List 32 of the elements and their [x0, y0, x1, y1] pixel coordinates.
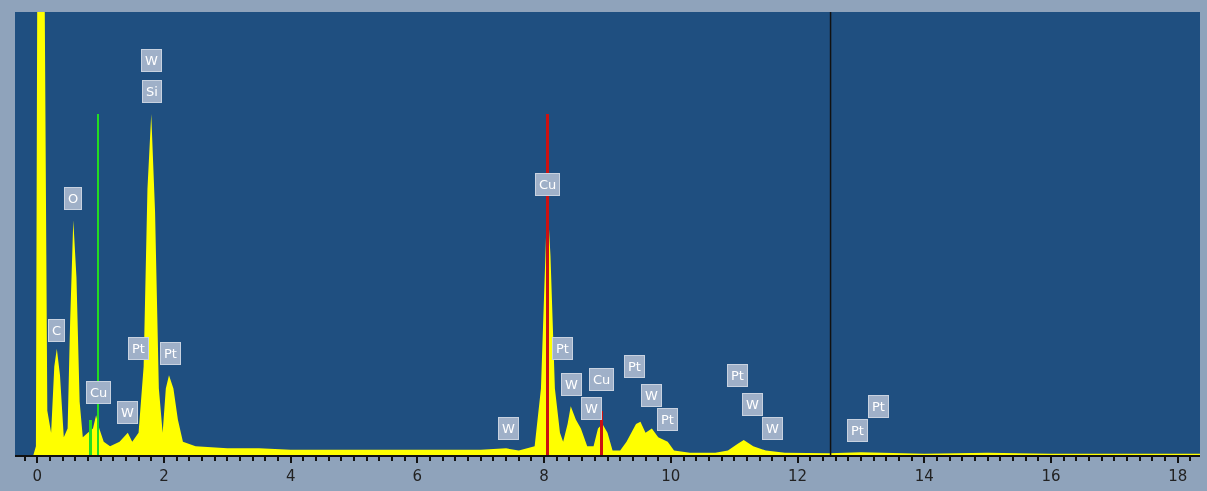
x-tick-label: 16 [1041, 467, 1061, 485]
annotation: W [746, 397, 759, 412]
annotation: Pt [628, 359, 641, 374]
annotation: Pt [731, 368, 744, 383]
annotation: Pt [851, 423, 864, 438]
annotation: O [68, 191, 79, 206]
annotation: W [645, 388, 658, 403]
annotation: Cu [593, 372, 611, 387]
annotation: W [145, 53, 158, 68]
annotation: C [52, 323, 62, 338]
annotation: W [565, 377, 578, 392]
annotation: Si [146, 84, 158, 99]
x-tick-label: 12 [788, 467, 808, 485]
x-tick-label: 6 [412, 467, 423, 485]
annotation: Cu [539, 177, 557, 192]
annotation: W [502, 421, 515, 436]
annotation: W [585, 401, 598, 416]
x-tick-label: 2 [159, 467, 169, 485]
annotation: Pt [164, 346, 177, 361]
x-tick-label: 18 [1168, 467, 1188, 485]
x-tick-label: 10 [661, 467, 681, 485]
annotation: W [121, 405, 134, 420]
x-tick-label: 0 [32, 467, 42, 485]
annotation: Pt [872, 399, 885, 414]
x-tick-label: 8 [539, 467, 549, 485]
annotation: W [766, 421, 779, 436]
annotation: Pt [661, 412, 674, 427]
x-tick-label: 14 [914, 467, 934, 485]
annotation: Cu [90, 385, 108, 400]
annotation: Pt [556, 341, 569, 356]
x-tick-label: 4 [285, 467, 296, 485]
annotation: Pt [132, 341, 145, 356]
